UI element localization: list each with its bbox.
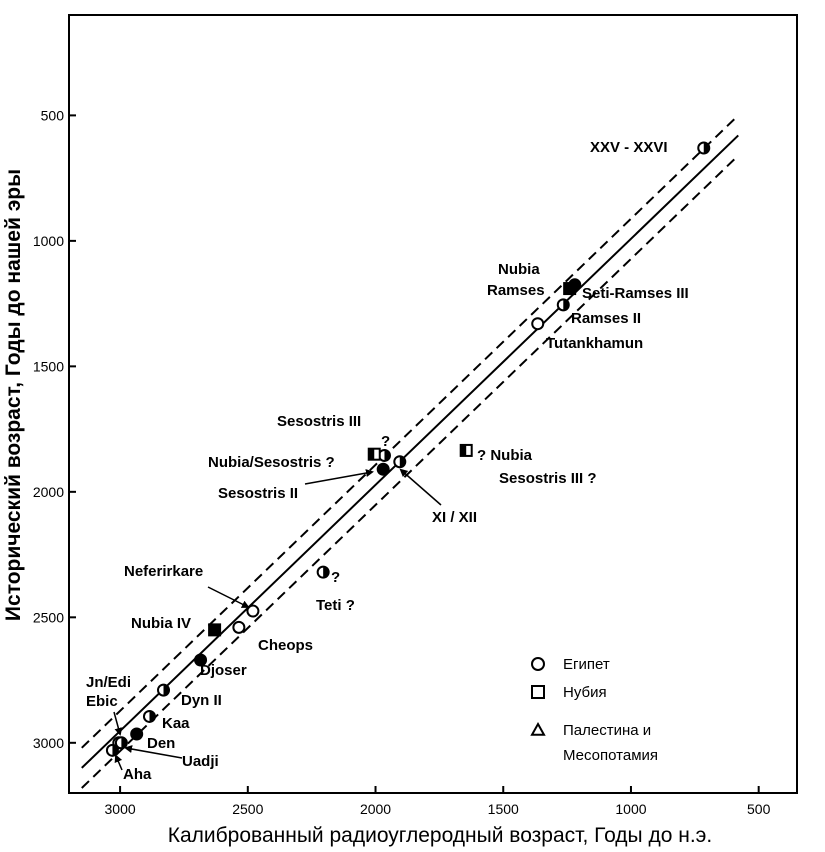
annotation-djoser-18: Djoser [200,662,247,679]
reference-line-dashed-2 [81,154,739,789]
data-point-teti [316,565,330,579]
data-point-nubia-sesostris-iii [459,443,473,457]
data-point-xxv-xxvi [697,141,711,155]
y-tick-label: 3000 [33,735,64,751]
annotation-dyn-ii-19: Dyn II [181,692,222,709]
x-axis-title: Калиброванный радиоуглеродный возраст, Г… [168,824,712,847]
y-tick-label: 500 [41,107,65,123]
annotation-ramses-2: Ramses [487,282,545,299]
data-point-nubia-sesostris [367,447,381,461]
annotations: XXV - XXVI Nubia Ramses Seti-Ramses III Rams… [86,139,689,783]
y-axis-title: Исторический возраст, Годы до нашей эры [2,169,25,621]
data-point-tutankhamun [531,317,545,331]
reference-line-dashed-1 [81,114,739,749]
data-point-nubia-ramses [563,282,577,296]
data-point-sesostris-ii [376,462,390,476]
legend-label: Палестина и [563,722,651,739]
reference-lines [81,114,739,789]
annotation-nubia-iv-16: Nubia IV [131,615,191,632]
annotation-cheops-17: Cheops [258,637,313,654]
data-point-xi-xii [393,455,407,469]
legend-label: Египет [563,656,610,673]
x-tick-label: 2000 [360,801,391,817]
data-point-aha [105,743,119,757]
annotation-jn-edi-20: Jn/Edi [86,674,131,691]
annotation-ebic-21: Ebic [86,693,118,710]
annotation-tutankhamun-5: Tutankhamun [546,335,643,352]
x-tick-label: 2500 [232,801,263,817]
x-tick-label: 500 [747,801,771,817]
annotation-seti-ramses-iii-3: Seti-Ramses III [582,285,689,302]
data-point-ramses-ii [556,298,570,312]
annotation-arrow [304,469,374,485]
x-tick-label: 3000 [105,801,136,817]
annotation-nubia-sesostris-?-8: Nubia/Sesostris ? [208,454,335,471]
reference-line-solid-0 [81,134,739,769]
annotation-uadji-24: Uadji [182,753,219,770]
annotation-arrow [114,754,123,771]
annotation-sesostris-iii-6: Sesostris III [277,413,361,430]
data-point-cheops [232,620,246,634]
legend-label: Месопотамия [563,747,658,764]
annotation-?-13: ? [331,569,340,586]
data-point-den [130,727,144,741]
annotation-den-23: Den [147,735,175,752]
x-tick-label: 1000 [615,801,646,817]
data-point-kaa [142,709,156,723]
annotation-ramses-ii-4: Ramses II [571,310,641,327]
data-point-neferirkare [246,604,260,618]
x-tick-label: 1500 [488,801,519,817]
annotation-teti-?-14: Teti ? [316,597,355,614]
annotation-xxv-xxvi-0: XXV - XXVI [590,139,668,156]
annotation-sesostris-iii-?-12: Sesostris III ? [499,470,597,487]
legend-symbol-circle [531,657,545,671]
annotation-?-nubia-11: ? Nubia [477,447,533,464]
annotation-arrow [207,586,250,608]
data-point-djoser [194,653,208,667]
y-tick-label: 2000 [33,484,64,500]
data-points [105,141,711,757]
annotation-arrow [113,711,123,736]
data-point-nubia-iv [208,623,222,637]
annotation-sesostris-ii-9: Sesostris II [218,485,298,502]
y-tick-label: 1500 [33,358,64,374]
legend: Египет Нубия Палестина и Месопотамия [530,656,658,764]
annotation-neferirkare-15: Neferirkare [124,563,203,580]
plot-frame [68,14,798,794]
annotation-arrow [124,745,183,759]
y-tick-label: 2500 [33,609,64,625]
y-tick-label: 1000 [33,233,64,249]
annotation-arrow [399,468,442,506]
legend-label: Нубия [563,684,607,701]
annotation-xi-xii-10: XI / XII [432,509,477,526]
legend-symbol-triangle [530,721,546,736]
annotation-arrows [113,468,442,771]
data-point-dyn-ii [157,683,171,697]
annotation-aha-25: Aha [123,766,152,783]
annotation-?-7: ? [381,433,390,450]
annotation-nubia-1: Nubia [498,261,540,278]
legend-symbol-square [531,685,545,699]
annotation-kaa-22: Kaa [162,715,190,732]
axis-ticks: 3000 2500 2000 1500 1000 500 500 1000 1500 2000 25… [33,107,771,817]
